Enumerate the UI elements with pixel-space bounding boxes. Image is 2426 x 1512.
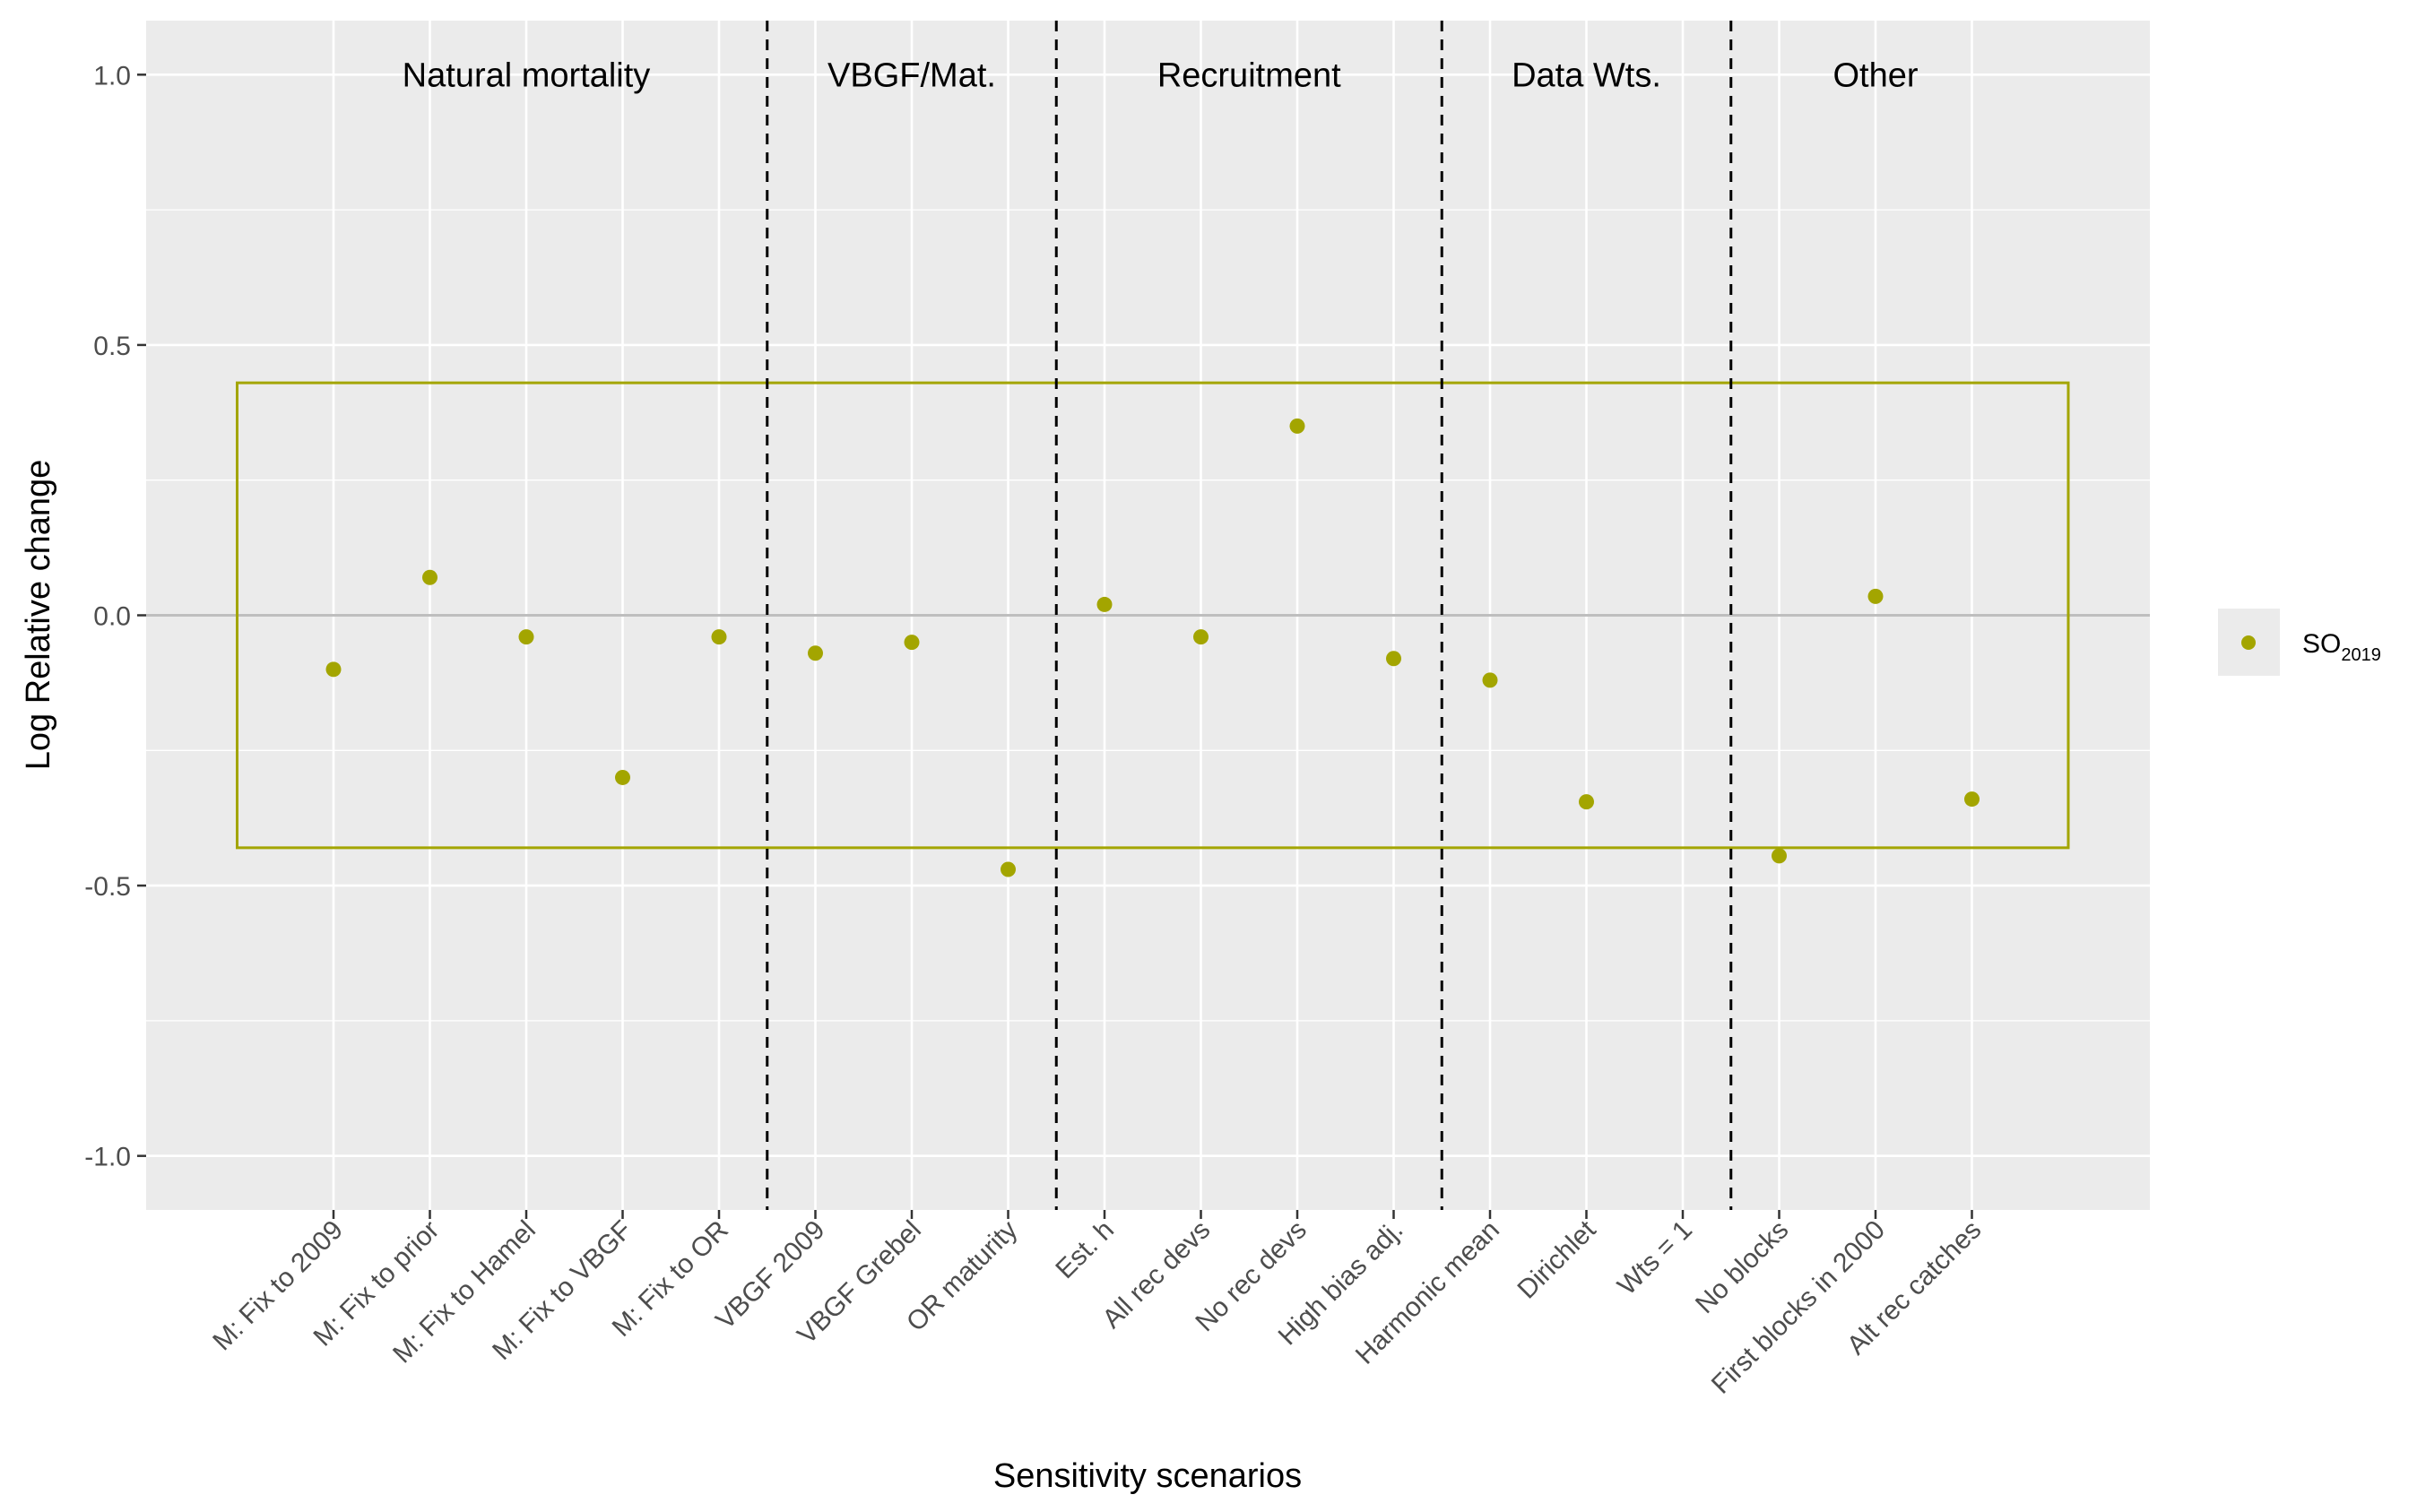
- data-point: [1096, 596, 1113, 612]
- data-point: [1579, 794, 1594, 810]
- data-point: [1386, 651, 1401, 667]
- group-label: VBGF/Mat.: [827, 56, 996, 94]
- x-tick-label: Wts = 1: [1612, 1215, 1698, 1301]
- data-point: [711, 629, 727, 645]
- x-tick-label: Dirichlet: [1512, 1214, 1601, 1304]
- data-point: [1193, 629, 1209, 645]
- x-tick-label: First blocks in 2000: [1706, 1215, 1891, 1400]
- y-axis-title: Log Relative change: [20, 460, 57, 770]
- data-point: [1772, 848, 1787, 864]
- group-label: Other: [1832, 56, 1918, 94]
- data-points: [325, 418, 1980, 877]
- data-point: [904, 635, 920, 651]
- group-labels: Natural mortality VBGF/Mat. Recruitment Dat…: [403, 56, 1919, 94]
- data-point: [1289, 418, 1305, 434]
- data-point: [615, 769, 630, 785]
- data-point: [518, 629, 534, 645]
- data-point: [1867, 588, 1884, 604]
- y-tick-label: 0.5: [93, 332, 131, 361]
- legend-label-sub: 2019: [2341, 645, 2381, 665]
- data-point: [1964, 791, 1980, 808]
- data-point: [808, 645, 823, 661]
- y-tick-label: 0.0: [93, 602, 131, 632]
- legend-label-main: SO: [2302, 629, 2341, 659]
- x-tick-label: Est. h: [1050, 1215, 1120, 1285]
- group-label: Data Wts.: [1512, 56, 1661, 94]
- group-label: Recruitment: [1157, 56, 1341, 94]
- data-point: [1001, 861, 1016, 877]
- data-point: [1482, 672, 1498, 688]
- legend-point: [2241, 635, 2256, 650]
- minor-gridlines: [146, 209, 2150, 1022]
- x-axis-title: Sensitivity scenarios: [993, 1457, 1302, 1495]
- y-tick-label: -1.0: [84, 1143, 131, 1172]
- data-point: [325, 661, 342, 678]
- group-dividers: [766, 21, 1733, 1210]
- confidence-box: [236, 381, 2070, 850]
- legend: SO2019: [2218, 609, 2381, 676]
- y-axis-ticks: 1.0 0.5 0.0 -0.5 -1.0: [84, 61, 146, 1172]
- y-tick-label: -0.5: [84, 872, 131, 902]
- y-tick-label: 1.0: [93, 61, 131, 91]
- group-label: Natural mortality: [403, 56, 651, 94]
- x-tick-label: No blocks: [1690, 1215, 1794, 1319]
- data-point: [422, 569, 438, 585]
- legend-entry: SO2019: [2302, 629, 2381, 665]
